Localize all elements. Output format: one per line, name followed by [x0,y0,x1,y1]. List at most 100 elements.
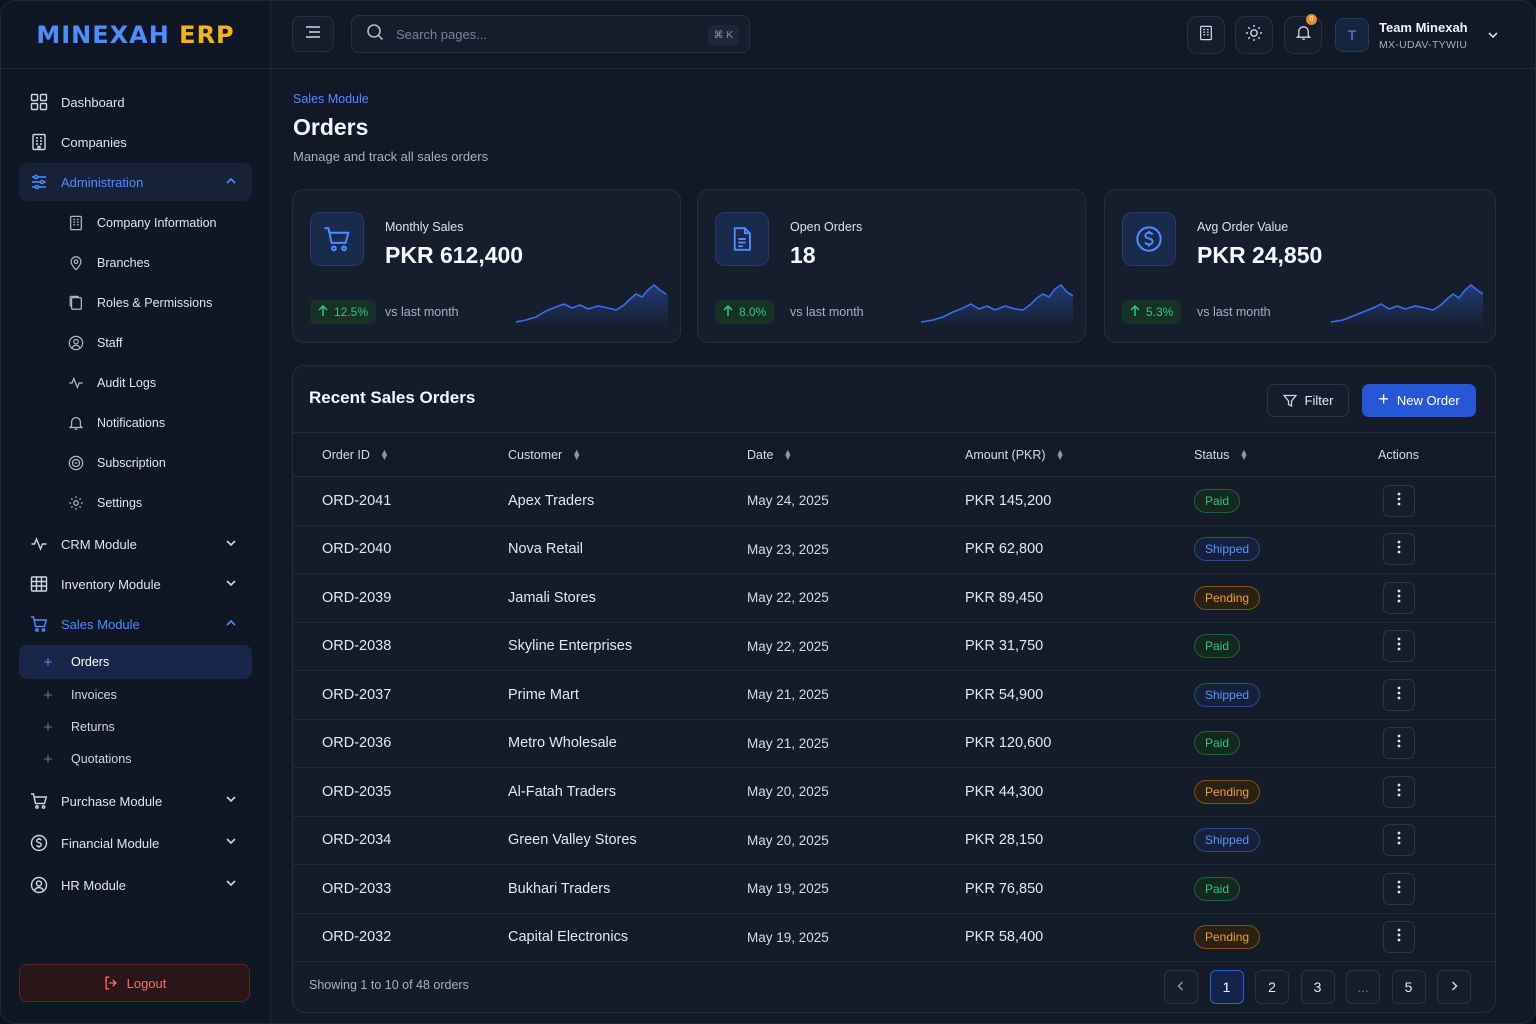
table-row[interactable]: ORD-2035 Al-Fatah Traders May 20, 2025 PKR … [293,768,1495,817]
sidebar-item-invoices[interactable]: + Invoices [19,679,252,711]
search-input[interactable] [396,26,686,42]
sidebar-item-staff[interactable]: Staff [19,323,252,363]
stat-label: Open Orders [790,220,863,234]
sidebar-item-audit-logs[interactable]: Audit Logs [19,363,252,403]
sidebar-item-crm-module[interactable]: CRM Module [19,525,252,563]
cell-actions [1378,768,1495,817]
sidebar-item-purchase-module[interactable]: Purchase Module [19,781,252,821]
sidebar-item-settings[interactable]: Settings [19,483,252,523]
new-order-button[interactable]: + New Order [1362,384,1476,417]
page-button-5[interactable]: 5 [1391,970,1426,1004]
row-actions-button[interactable] [1383,581,1415,614]
search-icon [366,23,384,46]
theme-toggle-button[interactable] [1235,16,1273,54]
row-actions-button[interactable] [1383,775,1415,808]
row-actions-button[interactable] [1383,630,1415,663]
sidebar-item-orders[interactable]: + Orders [19,645,252,679]
sidebar-item-inventory-module[interactable]: Inventory Module [19,565,252,603]
sidebar-item-administration[interactable]: Administration [19,163,252,201]
column-header-customer[interactable]: Customer ▲ ▼ [508,433,747,477]
status-badge: Paid [1194,488,1241,513]
page-button-2[interactable]: 2 [1255,970,1289,1004]
column-header-order-id[interactable]: Order ID ▲ ▼ [293,433,508,477]
next-page-button[interactable] [1437,970,1471,1004]
top-header: ⌘ K 0 T Team Minexah MX-UDAV-TYWIU [271,1,1535,69]
chevron-up-icon [224,174,238,191]
cell-status: Paid [1194,477,1378,526]
cell-date: May 24, 2025 [747,493,829,509]
column-header-status[interactable]: Status ▲ ▼ [1194,433,1378,477]
cell-date: May 22, 2025 [747,590,829,606]
stat-compare: vs last month [1197,305,1271,319]
cell-actions [1378,913,1495,962]
more-vertical-icon [1397,831,1401,849]
cell-customer: Metro Wholesale [508,735,617,752]
cell-date: May 21, 2025 [747,735,829,751]
search-box[interactable]: ⌘ K [351,15,750,53]
cell-date: May 22, 2025 [747,638,829,654]
sidebar-item-label: Returns [71,720,115,734]
row-actions-button[interactable] [1383,921,1415,954]
row-actions-button[interactable] [1383,533,1415,566]
table-row[interactable]: ORD-2033 Bukhari Traders May 19, 2025 PKR 7… [293,865,1495,913]
user-name: Team Minexah [1379,19,1468,35]
table-row[interactable]: ORD-2032 Capital Electronics May 19, 2025 P… [293,913,1495,962]
sidebar-item-roles-permissions[interactable]: Roles & Permissions [19,283,252,323]
sort-icon: ▲ ▼ [572,447,582,463]
cell-date: May 20, 2025 [747,832,829,848]
row-actions-button[interactable] [1383,872,1415,905]
table-row[interactable]: ORD-2034 Green Valley Stores May 20, 2025 P… [293,816,1495,865]
company-switch-button[interactable] [1187,16,1225,54]
cell-amount: PKR 44,300 [965,783,1044,800]
sidebar-item-financial-module[interactable]: Financial Module [19,823,252,863]
cell-actions [1378,816,1495,865]
column-label: Customer [508,447,563,462]
orders-panel: Recent Sales Orders Filter + New Order O… [292,365,1496,1013]
sidebar-item-companies[interactable]: Companies [19,123,252,161]
sidebar-item-sales-module[interactable]: Sales Module [19,605,252,643]
sparkline [516,284,668,328]
page-button-3[interactable]: 3 [1300,970,1335,1004]
column-header-amount[interactable]: Amount (PKR) ▲ ▼ [965,433,1194,477]
page-button-1[interactable]: 1 [1209,970,1244,1004]
table-row[interactable]: ORD-2040 Nova Retail May 23, 2025 PKR 62,80… [293,525,1495,574]
prev-page-button[interactable] [1164,970,1198,1004]
column-header-actions: Actions [1378,433,1495,477]
row-actions-button[interactable] [1383,484,1415,517]
sidebar-item-dashboard[interactable]: Dashboard [19,83,252,121]
table-row[interactable]: ORD-2036 Metro Wholesale May 21, 2025 PKR 1… [293,719,1495,768]
notifications-button[interactable]: 0 [1284,14,1322,54]
table-row[interactable]: ORD-2039 Jamali Stores May 22, 2025 PKR 89,… [293,574,1495,622]
sidebar-item-hr-module[interactable]: HR Module [19,865,252,905]
table-row[interactable]: ORD-2038 Skyline Enterprises May 22, 2025 P… [293,622,1495,671]
cell-status: Paid [1194,719,1378,768]
more-vertical-icon [1397,783,1401,801]
sidebar-item-label: Settings [97,496,143,510]
filter-button[interactable]: Filter [1267,384,1349,417]
cell-customer: Prime Mart [508,686,579,703]
sidebar-item-notifications[interactable]: Notifications [19,403,252,443]
chevron-down-icon [224,876,238,893]
menu-toggle-button[interactable] [292,16,334,52]
table-row[interactable]: ORD-2037 Prime Mart May 21, 2025 PKR 54,900… [293,671,1495,720]
sidebar-item-returns[interactable]: + Returns [19,711,252,743]
sidebar-item-branches[interactable]: Branches [19,243,252,283]
arrow-up-icon [1130,304,1140,320]
column-header-date[interactable]: Date ▲ ▼ [747,433,965,477]
cell-status: Shipped [1194,816,1378,865]
logout-button[interactable]: Logout [19,964,250,1002]
more-vertical-icon [1397,492,1401,510]
sidebar-item-subscription[interactable]: Subscription [19,443,252,483]
stat-label: Monthly Sales [385,220,464,234]
row-actions-button[interactable] [1383,727,1415,760]
table-row[interactable]: ORD-2041 Apex Traders May 24, 2025 PKR 145,… [293,477,1495,526]
cell-status: Shipped [1194,671,1378,720]
sidebar-item-quotations[interactable]: + Quotations [19,743,252,775]
sidebar-item-company-information[interactable]: Company Information [19,203,252,243]
row-actions-button[interactable] [1383,824,1415,857]
sidebar-nav: Dashboard Companies Administration [1,69,270,905]
breadcrumb[interactable]: Sales Module [293,92,369,106]
app-logo[interactable]: MINEXAH ERP [36,21,234,49]
user-menu[interactable]: T Team Minexah MX-UDAV-TYWIU [1335,16,1500,54]
row-actions-button[interactable] [1383,678,1415,711]
